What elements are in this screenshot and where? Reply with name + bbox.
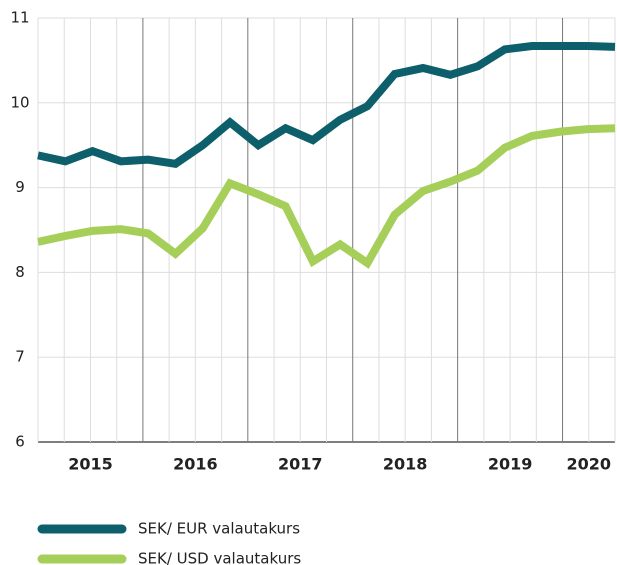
x-tick-label: 2017 <box>278 455 323 474</box>
x-tick-label: 2020 <box>567 455 612 474</box>
legend-label: SEK/ USD valautakurs <box>138 550 301 565</box>
x-tick-label: 2019 <box>488 455 533 474</box>
y-tick-label: 10 <box>10 93 29 111</box>
y-tick-label: 8 <box>15 263 25 281</box>
y-tick-label: 7 <box>15 348 25 366</box>
x-tick-label: 2018 <box>383 455 428 474</box>
y-tick-label: 6 <box>15 433 25 451</box>
line <box>37 41 616 169</box>
line <box>37 124 616 269</box>
x-tick-label: 2015 <box>68 455 113 474</box>
y-tick-label: 11 <box>10 9 29 27</box>
x-tick-label: 2016 <box>173 455 218 474</box>
legend-label: SEK/ EUR valautakurs <box>138 520 300 538</box>
y-tick-label: 9 <box>15 178 25 196</box>
